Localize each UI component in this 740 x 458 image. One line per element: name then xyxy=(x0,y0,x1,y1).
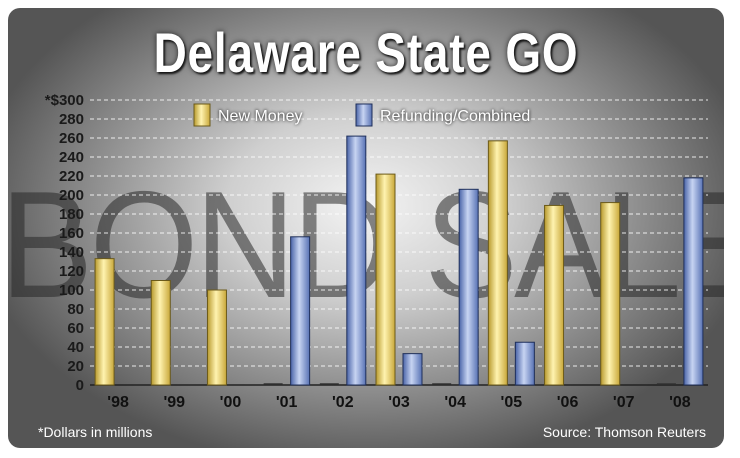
bar-refunding xyxy=(346,135,367,386)
bar-new-money xyxy=(544,204,565,386)
legend-swatch xyxy=(193,103,211,127)
bar-new-money xyxy=(150,280,171,386)
bar-new-money xyxy=(600,202,621,386)
y-tick-label: 60 xyxy=(67,320,84,337)
bar-new-money xyxy=(206,289,227,386)
bar-refunding xyxy=(458,188,479,386)
y-tick-label: 160 xyxy=(59,225,84,242)
y-tick-label: 100 xyxy=(59,282,84,299)
legend-swatch xyxy=(355,103,373,127)
x-tick-label: '07 xyxy=(613,394,635,411)
y-tick-label: *$300 xyxy=(45,92,84,109)
bar-new-money xyxy=(94,258,115,386)
y-tick-label: 140 xyxy=(59,244,84,261)
y-tick-label: 40 xyxy=(67,339,84,356)
x-tick-label: '04 xyxy=(444,394,466,411)
y-tick-label: 180 xyxy=(59,206,84,223)
bar-refunding xyxy=(514,341,535,386)
x-tick-label: '08 xyxy=(669,394,691,411)
y-tick-label: 260 xyxy=(59,130,84,147)
bar-refunding xyxy=(290,236,311,386)
bar-new-money xyxy=(375,173,396,386)
footnote: *Dollars in millions xyxy=(38,424,153,440)
x-tick-label: '02 xyxy=(332,394,354,411)
x-tick-label: '05 xyxy=(501,394,523,411)
x-tick-label: '03 xyxy=(388,394,410,411)
source-note: Source: Thomson Reuters xyxy=(542,424,706,440)
x-tick-label: '98 xyxy=(107,394,129,411)
y-tick-label: 20 xyxy=(67,358,84,375)
chart-title: Delaware State GO xyxy=(153,21,579,84)
x-tick-label: '00 xyxy=(220,394,242,411)
x-tick-label: '06 xyxy=(557,394,579,411)
y-tick-label: 80 xyxy=(67,301,84,318)
bar-chart: 0 20 40 60 80 100 120 140 160 180 200 220 240 260 280 *… xyxy=(45,92,708,411)
y-tick-label: 280 xyxy=(59,111,84,128)
bar-new-money xyxy=(487,140,508,386)
x-tick-label: '99 xyxy=(163,394,185,411)
y-tick-label: 220 xyxy=(59,168,84,185)
x-tick-label: '01 xyxy=(276,394,298,411)
bar-refunding xyxy=(683,177,704,386)
y-tick-label: 0 xyxy=(76,377,84,394)
legend-label: Refunding/Combined xyxy=(380,108,530,125)
chart-frame: BOND SALES Delaware State GO 02040608010… xyxy=(8,8,724,448)
bar-refunding xyxy=(402,353,423,386)
y-tick-label: 200 xyxy=(59,187,84,204)
legend-label: New Money xyxy=(218,108,302,125)
y-tick-label: 120 xyxy=(59,263,84,280)
y-tick-label: 240 xyxy=(59,149,84,166)
